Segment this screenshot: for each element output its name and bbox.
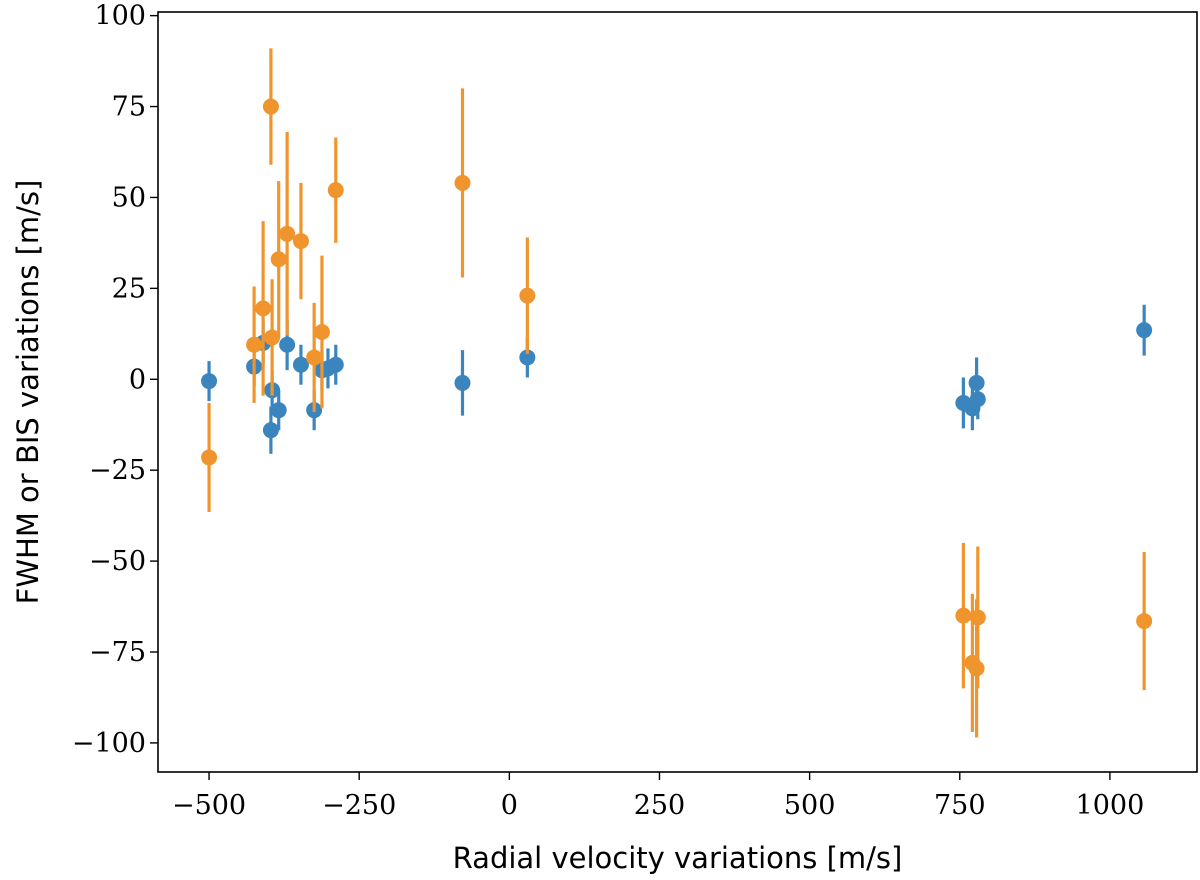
x-axis-label: Radial velocity variations [m/s] (453, 841, 903, 875)
data-point (292, 356, 309, 373)
data-point (270, 402, 287, 419)
y-tick-label: 50 (112, 182, 146, 213)
x-tick-label: 250 (634, 790, 686, 821)
data-point (306, 349, 323, 366)
y-tick-label: 0 (129, 364, 146, 395)
data-point (327, 182, 344, 199)
data-point (201, 449, 218, 466)
data-point (313, 324, 330, 340)
data-point (279, 225, 296, 242)
y-axis-label: FWHM or BIS variations [m/s] (11, 180, 45, 605)
data-point (969, 609, 986, 626)
x-tick-label: 750 (934, 790, 986, 821)
data-point (264, 329, 281, 346)
data-point (519, 287, 536, 304)
x-tick-label: 0 (501, 790, 518, 821)
data-point (1136, 613, 1153, 630)
data-point (1136, 322, 1153, 339)
x-axis-ticks: −500 −250 0 250 500 750 1000 (172, 772, 1144, 821)
y-tick-label: −25 (89, 455, 146, 486)
y-tick-label: −75 (89, 637, 146, 668)
data-point (969, 391, 986, 408)
data-point (262, 422, 279, 439)
chart-marks (201, 48, 1153, 738)
x-tick-label: 500 (784, 790, 836, 821)
plot-frame (157, 11, 1198, 773)
data-point (454, 374, 471, 391)
data-point (292, 233, 309, 250)
data-point (519, 349, 536, 366)
y-axis-ticks: −100 −75 −50 −25 0 25 50 75 100 (72, 1, 158, 759)
y-tick-label: 100 (94, 1, 146, 32)
x-tick-label: −250 (322, 790, 396, 821)
data-point (262, 98, 279, 115)
data-point (255, 300, 272, 317)
x-tick-label: −500 (172, 790, 246, 821)
y-tick-label: −50 (89, 546, 146, 577)
data-point (454, 174, 471, 191)
y-tick-label: 75 (112, 92, 146, 123)
data-point (270, 251, 287, 268)
data-point (955, 607, 972, 624)
series-1 (201, 48, 1153, 738)
y-tick-label: 25 (112, 273, 146, 304)
series-0 (201, 304, 1153, 454)
data-point (327, 356, 344, 373)
x-tick-label: 1000 (1076, 790, 1145, 821)
data-point (246, 336, 263, 353)
data-point (279, 336, 296, 353)
data-point (201, 373, 218, 390)
y-tick-label: −100 (72, 728, 146, 759)
